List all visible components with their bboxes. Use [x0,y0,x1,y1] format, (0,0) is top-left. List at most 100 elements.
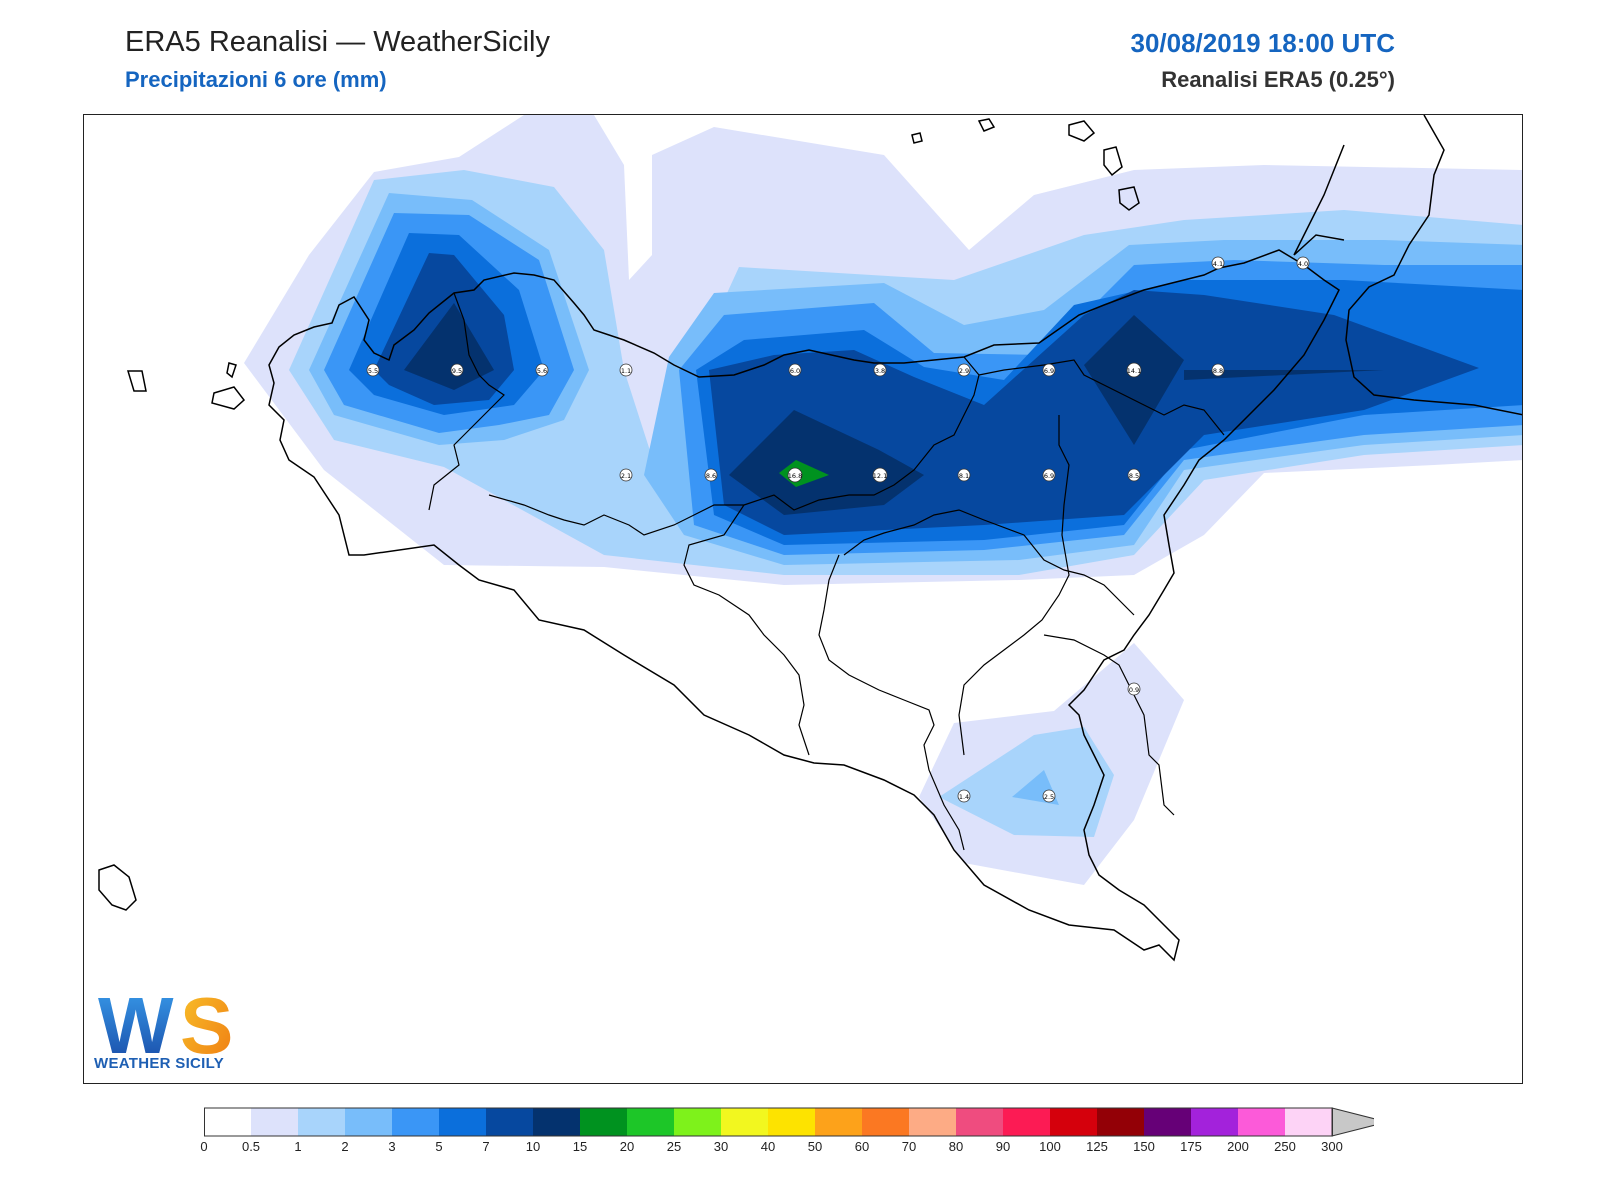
border-enna-catania [958,415,1070,756]
island-vulcano [1118,186,1140,211]
shade-7-10 [374,253,1479,535]
sicily-coastline [268,249,1340,962]
colorbar-segment [439,1108,486,1136]
colorbar-tick-label: 3 [388,1139,396,1154]
chart-title: ERA5 Reanalisi — WeatherSicily [125,26,550,58]
border-caltanissetta [818,554,965,851]
calabria-coastline [1345,115,1522,416]
colorbar-segment [392,1108,439,1136]
precip-value: 5.5 [368,367,378,375]
precip-value: 8.5 [1129,472,1139,480]
colorbar-tick-label: 300 [1321,1139,1343,1154]
border-palermo-agrigento [488,494,810,756]
precip-point: 0.9 [1127,682,1141,696]
precip-point: 5.5 [366,363,380,377]
island-marettimo [226,362,237,379]
precip-point: 2.5 [1042,789,1056,803]
shade-10-15 [404,303,1384,515]
colorbar-tick-label: 2 [341,1139,349,1154]
precip-value: 14.1 [1127,367,1141,375]
precip-point: 6.0 [788,363,802,377]
colorbar-tick-label: 10 [525,1139,541,1154]
precip-point: 5.6 [535,363,549,377]
precip-point: 6.9 [1042,363,1056,377]
colorbar-segment [580,1108,627,1136]
island-alicudi [977,118,996,132]
precip-point: 1.1 [619,363,633,377]
border-enna [843,509,1135,616]
border-ragusa-siracusa [1043,634,1175,816]
island-favignana [211,386,246,410]
colorbar-tick-label: 40 [760,1139,776,1154]
colorbar-segment [533,1108,580,1136]
precip-value: 6.9 [1044,472,1054,480]
colorbar-tick-label: 20 [619,1139,635,1154]
colorbar-tick-label: 150 [1133,1139,1155,1154]
colorbar-segment [815,1108,862,1136]
colorbar-tick-label: 1 [294,1139,302,1154]
precip-value: 3.8 [875,367,885,375]
precip-value: 1.1 [621,367,631,375]
colorbar-segment [486,1108,533,1136]
colorbar-tick-label: 60 [854,1139,870,1154]
precip-point: 4.1 [1211,256,1225,270]
colorbar-segment [1097,1108,1144,1136]
colorbar-tick-label: 0 [200,1139,208,1154]
precip-value: 2.9 [959,367,969,375]
colorbar-segment [956,1108,1003,1136]
colorbar-tick-label: 25 [666,1139,682,1154]
valid-time: 30/08/2019 18:00 UTC [1130,28,1395,58]
province-borders [428,292,1225,851]
colorbar-segment [1285,1108,1332,1136]
colorbar-segment [1144,1108,1191,1136]
precip-value: 12.1 [873,472,887,480]
island-lipari [1103,146,1123,177]
precip-point: 8.8 [1211,363,1225,377]
precip-value: 4.0 [1298,260,1308,268]
colorbar-tick-label: 0.5 [241,1139,261,1154]
precip-point: 8.5 [1127,468,1141,482]
colorbar-segment [768,1108,815,1136]
colorbar-tick-label: 200 [1227,1139,1249,1154]
logo-letter-s: S [180,983,233,1070]
precip-point: 14.1 [1126,362,1142,378]
colorbar-segment [627,1108,674,1136]
colorbar-segment [1050,1108,1097,1136]
precip-value: 0.9 [1129,686,1139,694]
colorbar-tick-label: 7 [482,1139,490,1154]
map-canvas: 5.5 9.5 5.6 1.1 6.0 3.8 2.9 6.9 14.1 8.8… [98,115,1522,962]
logo-letter-w: W [98,983,174,1070]
precip-point: 8.6 [704,468,718,482]
precip-value: 8.8 [1213,367,1223,375]
colorbar-tick-label: 15 [572,1139,588,1154]
colorbar-tick-label: 175 [1180,1139,1202,1154]
logo-wordmark: WEATHER SICILY [94,1055,225,1072]
colorbar-segment [1003,1108,1050,1136]
colorbar-tick-label: 90 [995,1139,1011,1154]
colorbar-segment [1191,1108,1238,1136]
border-messina-catania [978,359,1225,436]
precip-point: 8.1 [957,468,971,482]
colorbar-tick-label: 100 [1039,1139,1061,1154]
border-palermo-caltanissetta [743,356,980,511]
island-levanzo [126,370,147,392]
precip-value: 2.5 [1044,793,1054,801]
weathersicily-logo: W S [98,983,233,1070]
colorbar-segment [862,1108,909,1136]
coastline [98,115,1522,962]
colorbar-tick-label: 250 [1274,1139,1296,1154]
calabria-coastline-north [1293,144,1345,256]
precip-point: 6.9 [1042,468,1056,482]
colorbar-segment [909,1108,956,1136]
colorbar-segment [251,1108,298,1136]
colorbar-tick-label: 70 [901,1139,917,1154]
shade-1-2-south [939,727,1114,837]
colorbar-segment [1238,1108,1285,1136]
precip-point: 12.1 [872,467,888,483]
precip-point: 2.1 [619,468,633,482]
colorbar-tick-label: 50 [807,1139,823,1154]
precip-value: 8.1 [959,472,969,480]
colorbar-segment [345,1108,392,1136]
precip-value: 16.8 [788,472,802,480]
precip-point: 16.8 [787,467,803,483]
